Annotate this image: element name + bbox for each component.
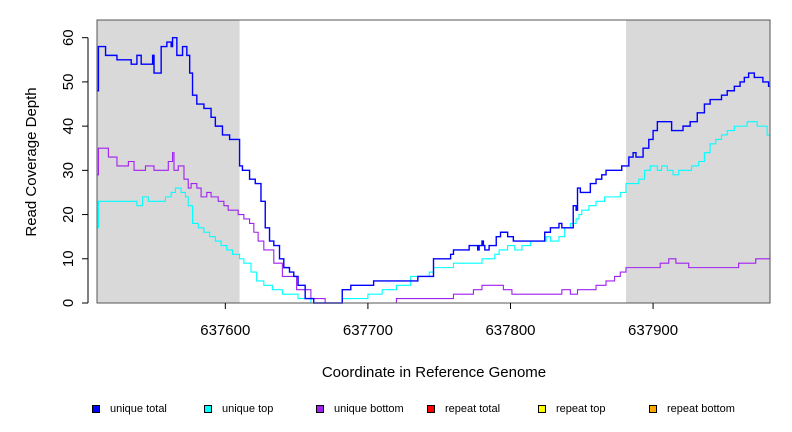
legend-item-unique-total: unique total xyxy=(92,400,167,418)
y-tick-label-30: 30 xyxy=(60,162,77,179)
shaded-regions xyxy=(97,20,770,303)
y-tick-label-20: 20 xyxy=(60,206,77,223)
x-tick-label-637800: 637800 xyxy=(485,322,535,339)
legend-label-repeat-bottom: repeat bottom xyxy=(667,403,735,415)
series-line-unique-total xyxy=(97,36,770,304)
y-tick-label-0: 0 xyxy=(60,299,77,307)
x-tick-label-637700: 637700 xyxy=(343,322,393,339)
legend-item-repeat-bottom: repeat bottom xyxy=(649,400,735,418)
coverage-chart: 637600 637700 637800 637900 0 10 20 30 40 50 60 C… xyxy=(23,19,771,381)
series-line-unique-bottom xyxy=(97,147,771,304)
legend-swatch-unique-total xyxy=(92,405,100,413)
legend-swatch-repeat-bottom xyxy=(649,405,657,413)
y-tick-label-10: 10 xyxy=(60,250,77,267)
legend-label-unique-bottom: unique bottom xyxy=(334,403,404,415)
legend: unique total unique top unique bottom re… xyxy=(0,400,792,418)
y-tick-label-60: 60 xyxy=(60,29,77,46)
legend-item-unique-top: unique top xyxy=(204,400,273,418)
legend-label-repeat-total: repeat total xyxy=(445,403,501,415)
y-axis-label: Read Coverage Depth xyxy=(23,87,40,236)
legend-label-unique-total: unique total xyxy=(110,403,167,415)
series-line-unique-top xyxy=(97,121,770,304)
legend-swatch-unique-top xyxy=(204,405,212,413)
y-axis: 0 10 20 30 40 50 60 xyxy=(60,29,89,307)
legend-label-unique-top: unique top xyxy=(222,403,274,415)
legend-item-unique-bottom: unique bottom xyxy=(316,400,404,418)
legend-swatch-repeat-total xyxy=(427,405,435,413)
x-tick-label-637600: 637600 xyxy=(200,322,250,339)
x-axis-label: Coordinate in Reference Genome xyxy=(322,364,546,381)
y-tick-label-50: 50 xyxy=(60,74,77,91)
legend-swatch-unique-bottom xyxy=(316,405,324,413)
x-axis: 637600 637700 637800 637900 xyxy=(200,303,678,339)
legend-item-repeat-total: repeat total xyxy=(427,400,500,418)
plot-frame xyxy=(96,19,771,304)
legend-item-repeat-top: repeat top xyxy=(538,400,606,418)
shaded-region-2 xyxy=(625,20,770,303)
x-tick-label-637900: 637900 xyxy=(628,322,678,339)
legend-swatch-repeat-top xyxy=(538,405,546,413)
legend-label-repeat-top: repeat top xyxy=(556,403,606,415)
y-tick-label-40: 40 xyxy=(60,118,77,135)
